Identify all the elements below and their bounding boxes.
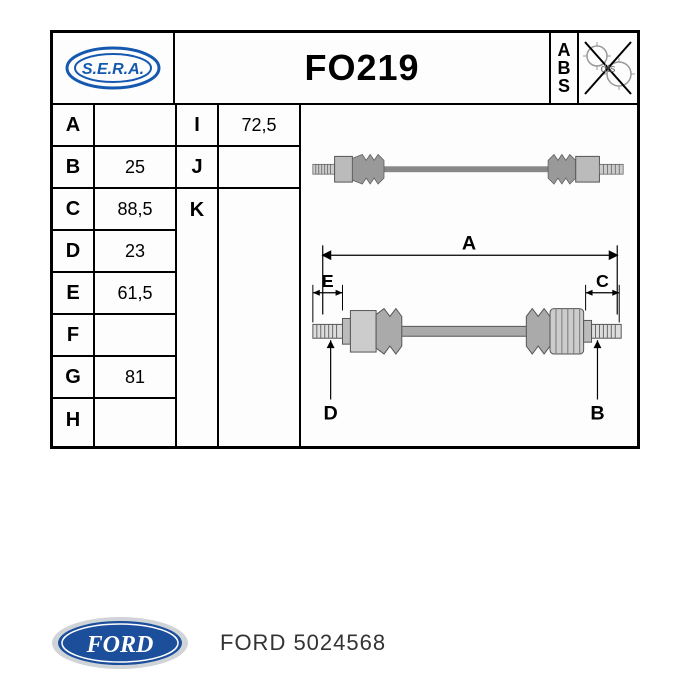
ford-logo-icon: FORD — [50, 616, 190, 670]
dim-label-e: E — [322, 271, 334, 291]
dts-cell: dts — [579, 33, 637, 103]
table-mid-values: 72,5 — [219, 105, 301, 446]
row-value: 88,5 — [95, 189, 175, 231]
abs-label: ABS — [549, 33, 579, 103]
table-mid-labels: I J K — [177, 105, 219, 446]
row-value — [95, 315, 175, 357]
svg-text:dts: dts — [601, 63, 616, 75]
dim-label-a: A — [462, 232, 476, 254]
spec-diagram: S.E.R.A. FO219 ABS — [50, 30, 640, 449]
row-label: D — [53, 231, 93, 273]
brand-row: FORD FORD 5024568 — [50, 606, 650, 670]
row-value — [219, 189, 299, 231]
table-left-labels: A B C D E F G H — [53, 105, 95, 446]
row-value: 81 — [95, 357, 175, 399]
table-left-values: 25 88,5 23 61,5 81 — [95, 105, 177, 446]
row-value: 72,5 — [219, 105, 299, 147]
svg-text:S.E.R.A.: S.E.R.A. — [82, 61, 144, 78]
dts-gear-icon: dts — [579, 32, 637, 104]
body-row: A B C D E F G H 25 88,5 23 61,5 81 I J K — [53, 105, 637, 446]
row-value: 61,5 — [95, 273, 175, 315]
part-code: FO219 — [175, 33, 549, 103]
row-value: 23 — [95, 231, 175, 273]
brand-part-number: FORD 5024568 — [220, 630, 386, 656]
sera-logo-icon: S.E.R.A. — [63, 44, 163, 92]
row-label: K — [177, 189, 217, 231]
row-label: C — [53, 189, 93, 231]
row-label: I — [177, 105, 217, 147]
dim-label-c: C — [596, 271, 609, 291]
row-label: H — [53, 399, 93, 441]
row-label: B — [53, 147, 93, 189]
illustration-area: A — [301, 105, 637, 446]
row-label: E — [53, 273, 93, 315]
row-label: G — [53, 357, 93, 399]
row-label: A — [53, 105, 93, 147]
row-value — [95, 105, 175, 147]
dim-label-d: D — [324, 402, 338, 424]
row-label: F — [53, 315, 93, 357]
row-value — [95, 399, 175, 441]
svg-text:FORD: FORD — [86, 632, 154, 658]
header-row: S.E.R.A. FO219 ABS — [53, 33, 637, 105]
row-label: J — [177, 147, 217, 189]
sera-logo-cell: S.E.R.A. — [53, 33, 175, 103]
axle-drawing-icon: A — [301, 105, 637, 441]
dim-label-b: B — [590, 402, 604, 424]
row-value — [219, 147, 299, 189]
row-value: 25 — [95, 147, 175, 189]
